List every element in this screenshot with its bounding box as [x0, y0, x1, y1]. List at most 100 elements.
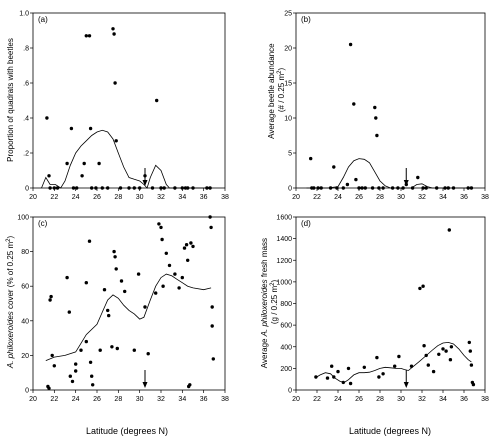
- panel-b-y-tick-label: 10: [284, 116, 292, 123]
- panel-a-data-point: [155, 98, 159, 103]
- panel-a-y-tick-label: .8: [23, 46, 29, 53]
- panel-d-data-point: [381, 372, 385, 376]
- panel-a-y-tick-label: 0: [25, 186, 29, 193]
- panel-b-data-point: [374, 116, 378, 120]
- panel-d-data-point: [346, 366, 351, 371]
- panel-c-data-point: [136, 272, 141, 276]
- panel-d-y-tick-label: 1200: [276, 258, 292, 265]
- panel-b-y-tick-label: 0: [288, 186, 292, 193]
- panel-b-data-point: [354, 177, 358, 182]
- panel-c-data-point: [119, 279, 124, 283]
- panel-b-data-point: [312, 186, 316, 190]
- panel-c-x-tick-label: 32: [157, 396, 165, 403]
- panel-c-y-tick-label: 20: [21, 353, 29, 360]
- panel-b-x-tick-label: 38: [481, 194, 489, 201]
- panel-c-data-point: [157, 222, 161, 226]
- panel-c-data-point: [112, 249, 116, 254]
- panel-c-y-tick-label: 100: [17, 215, 29, 222]
- panel-c-data-point: [70, 379, 75, 384]
- panel-c: A. philoxeroides cover (% of 0.25 m2) 20…: [6, 215, 229, 404]
- panel-a-data-point: [82, 161, 86, 166]
- panel-c-x-tick-label: 34: [178, 396, 186, 403]
- panel-b-data-point: [352, 102, 356, 106]
- panel-a-data-point: [191, 186, 195, 190]
- panel-c-data-point: [49, 294, 53, 299]
- panel-c-data-point: [161, 284, 165, 288]
- panel-d-smooth-curve: [314, 341, 472, 383]
- panel-b-y-tick-label: 25: [284, 11, 292, 18]
- x-axis-label-right: Latitude (degrees N): [349, 426, 431, 436]
- panel-d-frame: [295, 216, 486, 391]
- panel-b-y-tick-label: 15: [284, 81, 292, 88]
- panel-d-data-point: [422, 344, 426, 348]
- panel-d-y-tick-label: 400: [280, 344, 292, 351]
- panel-b-data-point: [401, 186, 405, 190]
- panel-c-data-point: [182, 246, 187, 250]
- panel-c-data-point: [180, 275, 184, 280]
- panel-a-data-point: [97, 161, 101, 166]
- panel-c-data-point: [114, 267, 118, 271]
- panel-d-x-tick-label: 36: [460, 396, 468, 403]
- panel-d-y-tick-label: 1000: [276, 279, 292, 286]
- panel-d-data-point: [330, 364, 334, 368]
- panel-a-arrow-head: [142, 180, 148, 186]
- panel-b-data-point: [357, 186, 361, 190]
- panel-b-x-tick-label: 20: [292, 194, 300, 201]
- panel-c-data-point: [132, 348, 136, 352]
- panel-a-data-point: [180, 186, 184, 190]
- panel-b-x-tick-label: 36: [460, 194, 468, 201]
- panel-d-x-tick-label: 32: [418, 396, 426, 403]
- panel-a-x-tick-label: 22: [50, 194, 58, 201]
- panel-a-data-point: [94, 186, 98, 190]
- panel-c-data-point: [74, 369, 78, 373]
- panel-c-x-tick-label: 28: [114, 396, 122, 403]
- panel-d-x-tick-label: 24: [334, 396, 342, 403]
- panel-a-data-point: [87, 34, 92, 38]
- panel-d-data-point: [447, 228, 451, 232]
- panel-c-data-point: [107, 313, 111, 318]
- panel-b-frame: [295, 12, 486, 189]
- panel-c-x-tick-label: 38: [221, 396, 229, 403]
- panel-c-arrow-head: [142, 382, 148, 388]
- panel-b-y-tick-label: 20: [284, 46, 292, 53]
- panel-c-x-tick-label: 30: [136, 396, 144, 403]
- panel-a-frame: [32, 12, 226, 189]
- panel-a-data-point: [52, 186, 56, 190]
- panel-b-data-point: [443, 186, 447, 190]
- panel-a-y-tick-label: 1.0: [19, 11, 29, 18]
- panel-a-data-point: [90, 186, 94, 190]
- panel-d-data-point: [332, 375, 336, 379]
- panel-b-data-point: [416, 175, 420, 180]
- panel-d-y-tick-label: 800: [280, 301, 292, 308]
- panel-d-data-point: [325, 376, 330, 380]
- panel-b-data-point: [319, 186, 323, 190]
- panel-c-y-tick-label: 60: [21, 284, 29, 291]
- panel-d-x-tick-label: 26: [355, 396, 363, 403]
- panel-b-data-point: [469, 186, 474, 190]
- panel-a-x-tick-label: 34: [178, 194, 186, 201]
- panel-a-data-point: [84, 34, 89, 38]
- panel-a-data-point: [111, 27, 115, 31]
- panel-d-y-tick-label: 600: [280, 323, 292, 330]
- panel-b-data-point: [335, 186, 339, 190]
- panel-d-data-point: [467, 340, 471, 345]
- panel-c-data-point: [68, 374, 73, 378]
- panel-b-y-tick-label: 5: [288, 151, 292, 158]
- panel-c-data-point: [173, 272, 177, 276]
- panel-a-data-point: [114, 139, 118, 143]
- panel-d-data-point: [393, 364, 397, 368]
- panel-b-ylabel: Average beetle abundance (# / 0.25 m2): [267, 41, 286, 139]
- panel-c-data-point: [154, 291, 158, 295]
- panel-b-arrow-head: [403, 180, 409, 186]
- panel-b-x-tick-label: 24: [334, 194, 342, 201]
- panel-c-data-point: [115, 346, 120, 351]
- panel-b-smooth-curve: [306, 158, 472, 189]
- panel-c-data-point: [102, 288, 107, 292]
- panel-c-data-point: [191, 244, 195, 249]
- panel-b-data-point: [363, 186, 367, 190]
- panel-d-x-tick-label: 34: [439, 396, 447, 403]
- panel-c-data-point: [48, 298, 52, 302]
- panel-d-data-point: [348, 381, 353, 386]
- panel-d-data-point: [437, 352, 441, 356]
